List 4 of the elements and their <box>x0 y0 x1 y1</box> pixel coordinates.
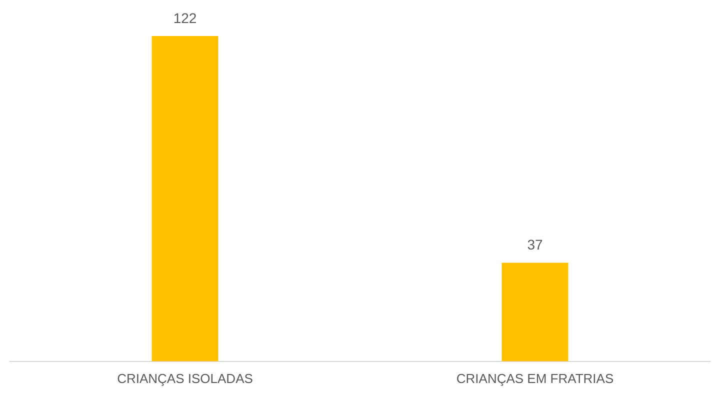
data-label: 122 <box>173 10 197 26</box>
data-label: 37 <box>527 236 543 253</box>
x-tick-label: CRIANÇAS EM FRATRIAS <box>456 370 614 386</box>
x-tick-label: CRIANÇAS ISOLADAS <box>117 370 254 386</box>
